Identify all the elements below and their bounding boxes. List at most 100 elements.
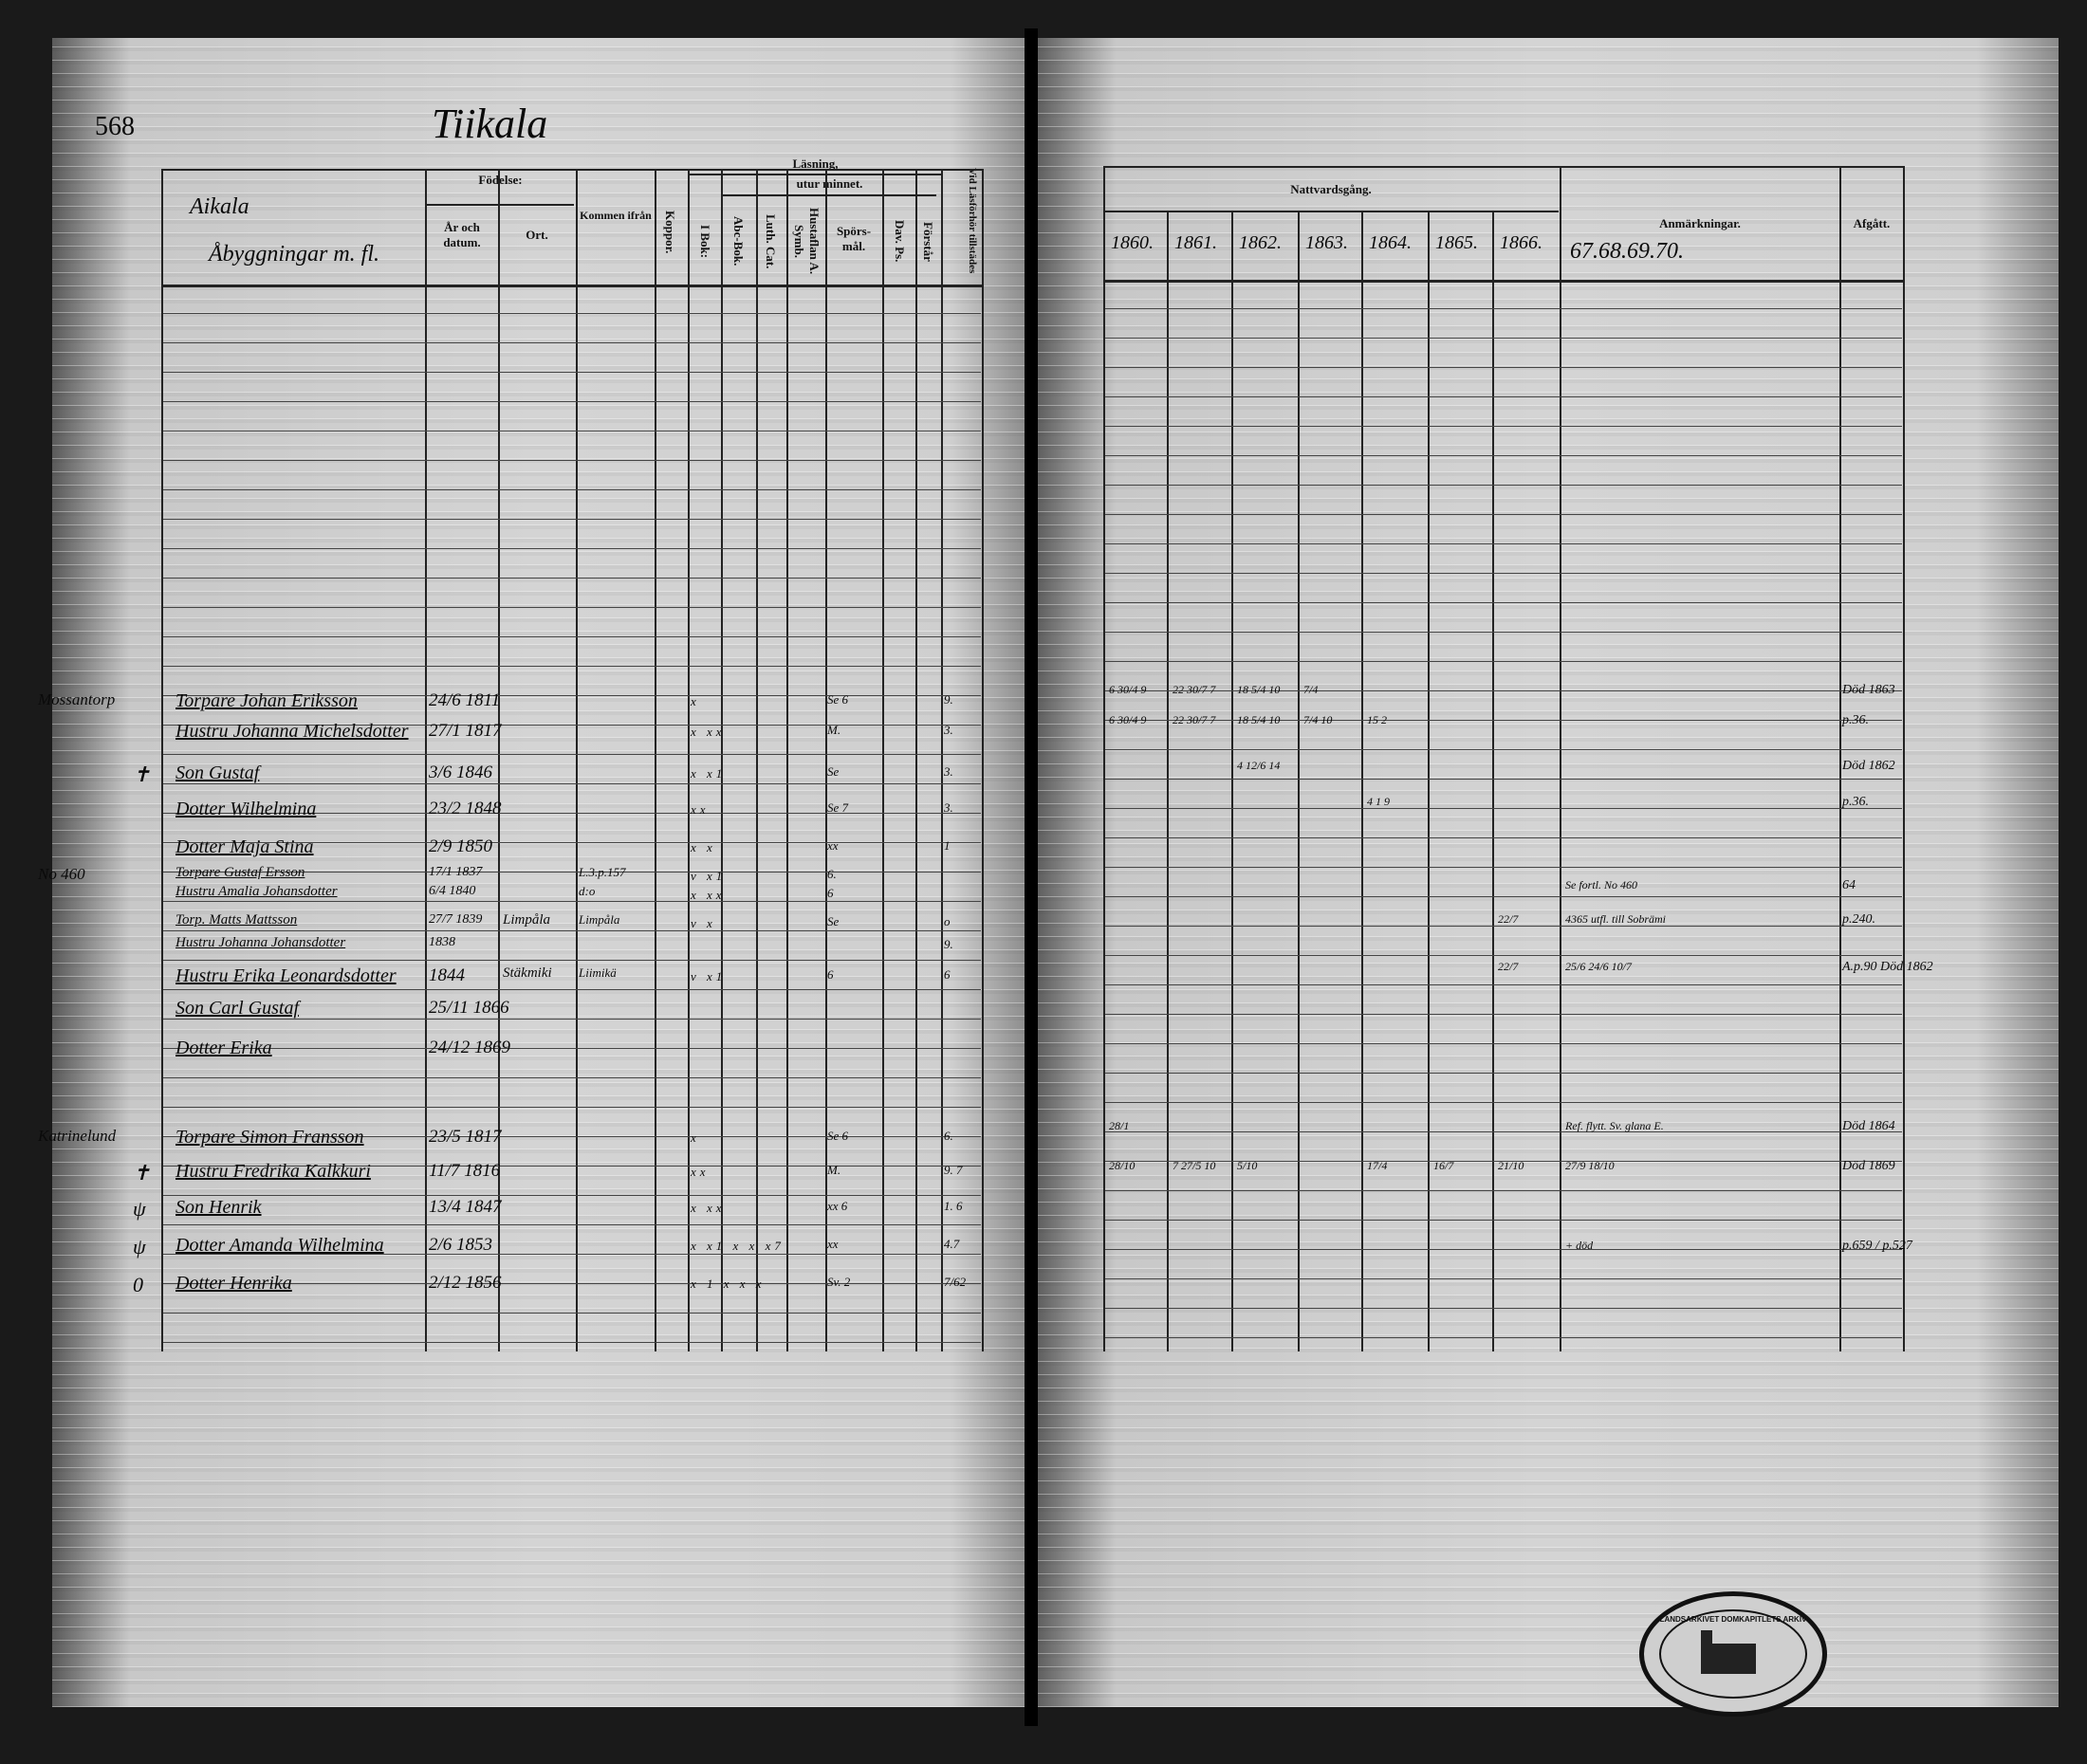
village-title: Tiikala [432,101,548,147]
row-rule [1105,779,1902,780]
row-rule [1105,455,1902,456]
column-line [1298,211,1300,1351]
sporsmal-mark: M. [827,1163,841,1177]
departure-note: p.36. [1842,713,1869,727]
row-rule [1105,984,1902,985]
remark: Se fortl. No 460 [1565,878,1638,891]
column-line [786,169,788,1351]
header-kommen: Kommen ifrån [580,209,652,222]
header-koppor: Koppor. [663,211,677,254]
reading-marks: x x [691,840,716,854]
entry-name: Son Carl Gustaf [175,998,300,1019]
row-rule [1105,396,1902,397]
header-ibok: I Bok: [698,225,712,259]
birth-place: Limpåla [503,912,551,928]
column-line [915,169,917,1351]
communion-date: 17/4 [1367,1159,1388,1172]
column-line [941,169,943,1351]
header-top-rule [161,169,982,171]
header-lasning: Läsning, [792,156,839,171]
fodelse-rule [427,204,574,206]
row-rule [163,636,981,637]
row-rule [163,1107,981,1108]
birth-date: 17/1 1837 [429,865,483,879]
year-header: 1865. [1435,232,1478,253]
row-rule [163,1195,981,1196]
column-line [576,169,578,1351]
birth-date: 1844 [429,965,465,985]
row-rule [163,1342,981,1343]
forstar-mark: 3. [944,800,953,815]
row-rule [163,1283,981,1284]
row-rule [1105,1278,1902,1279]
stamp-text: LANDSARKIVET DOMKAPITLETS ARKIV [1659,1615,1807,1624]
reading-marks: x x1 x x x7 [691,1239,785,1253]
header-ort: Ort. [526,228,548,242]
row-rule [163,607,981,608]
sporsmal-mark: Se [827,764,840,779]
departure-note: 64 [1842,878,1856,892]
birth-date: 2/9 1850 [429,836,493,856]
column-line [1361,211,1363,1351]
forstar-mark: 1 [944,838,951,853]
header-dav: Dav. Ps. [893,220,907,263]
forstar-mark: 3. [944,764,953,779]
birth-date: 1838 [429,935,455,949]
sporsmal-mark: xx [827,838,839,853]
row-rule [1105,1073,1902,1074]
margin-note: ψ [133,1197,146,1221]
row-rule [1105,632,1902,633]
row-rule [1105,1308,1902,1309]
column-line [688,169,690,1351]
departure-note: Död 1864 [1842,1119,1895,1133]
header-abc: Abc-Bok. [731,216,746,266]
row-rule [1105,1161,1902,1162]
right-page [1034,38,2059,1707]
reading-marks: x xx [691,1201,726,1215]
remark: + död [1565,1239,1594,1252]
row-rule [163,1019,981,1020]
reading-marks: x 1 x x x [691,1277,766,1291]
year-header: 1866. [1500,232,1542,253]
column-line [161,169,163,1351]
communion-date: 22 30/7 7 [1173,683,1216,696]
forstar-mark: 9. [944,937,953,951]
departure-note: A.p.90 Död 1862 [1842,960,1933,974]
row-rule [163,489,981,490]
column-line [825,169,827,1351]
row-rule [1105,1249,1902,1250]
row-rule [1105,955,1902,956]
entry-name: Son Gustaf [175,763,260,783]
nattvard-rule [1103,211,1559,212]
communion-date: 18 5/4 10 [1237,683,1281,696]
birth-date: 23/2 1848 [429,799,502,818]
communion-date: 22 30/7 7 [1173,713,1216,726]
church-icon [1701,1630,1712,1674]
entry-name: Torp. Matts Mattsson [175,912,298,928]
entry-name: Son Henrik [175,1197,262,1218]
came-from: L.3.p.157 [579,865,626,879]
reading-marks: xx [691,1165,710,1179]
header-ar: År och datum. [443,220,481,249]
entry-name: Torpare Gustaf Ersson [175,865,305,880]
departure-note: p.240. [1842,912,1875,927]
header-vid: Vid Läsförhör tillstädes [967,167,978,274]
column-line [1560,166,1561,1351]
row-rule [1105,926,1902,927]
birth-date: 24/6 1811 [429,690,501,710]
row-rule [163,754,981,755]
column-line [756,169,758,1351]
entry-name: Dotter Henrika [175,1273,292,1294]
year-header: 1860. [1111,232,1154,253]
birth-date: 2/6 1853 [429,1235,493,1255]
row-rule [163,1077,981,1078]
margin-note: Mossantorp [38,690,116,708]
row-rule [1105,1190,1902,1191]
row-rule [163,1254,981,1255]
row-rule [163,960,981,961]
heading-line-1: Aikala [190,194,249,219]
forstar-mark: 6. [944,1129,953,1143]
row-rule [163,813,981,814]
communion-date: 22/7 [1498,912,1519,926]
row-rule [1105,720,1902,721]
